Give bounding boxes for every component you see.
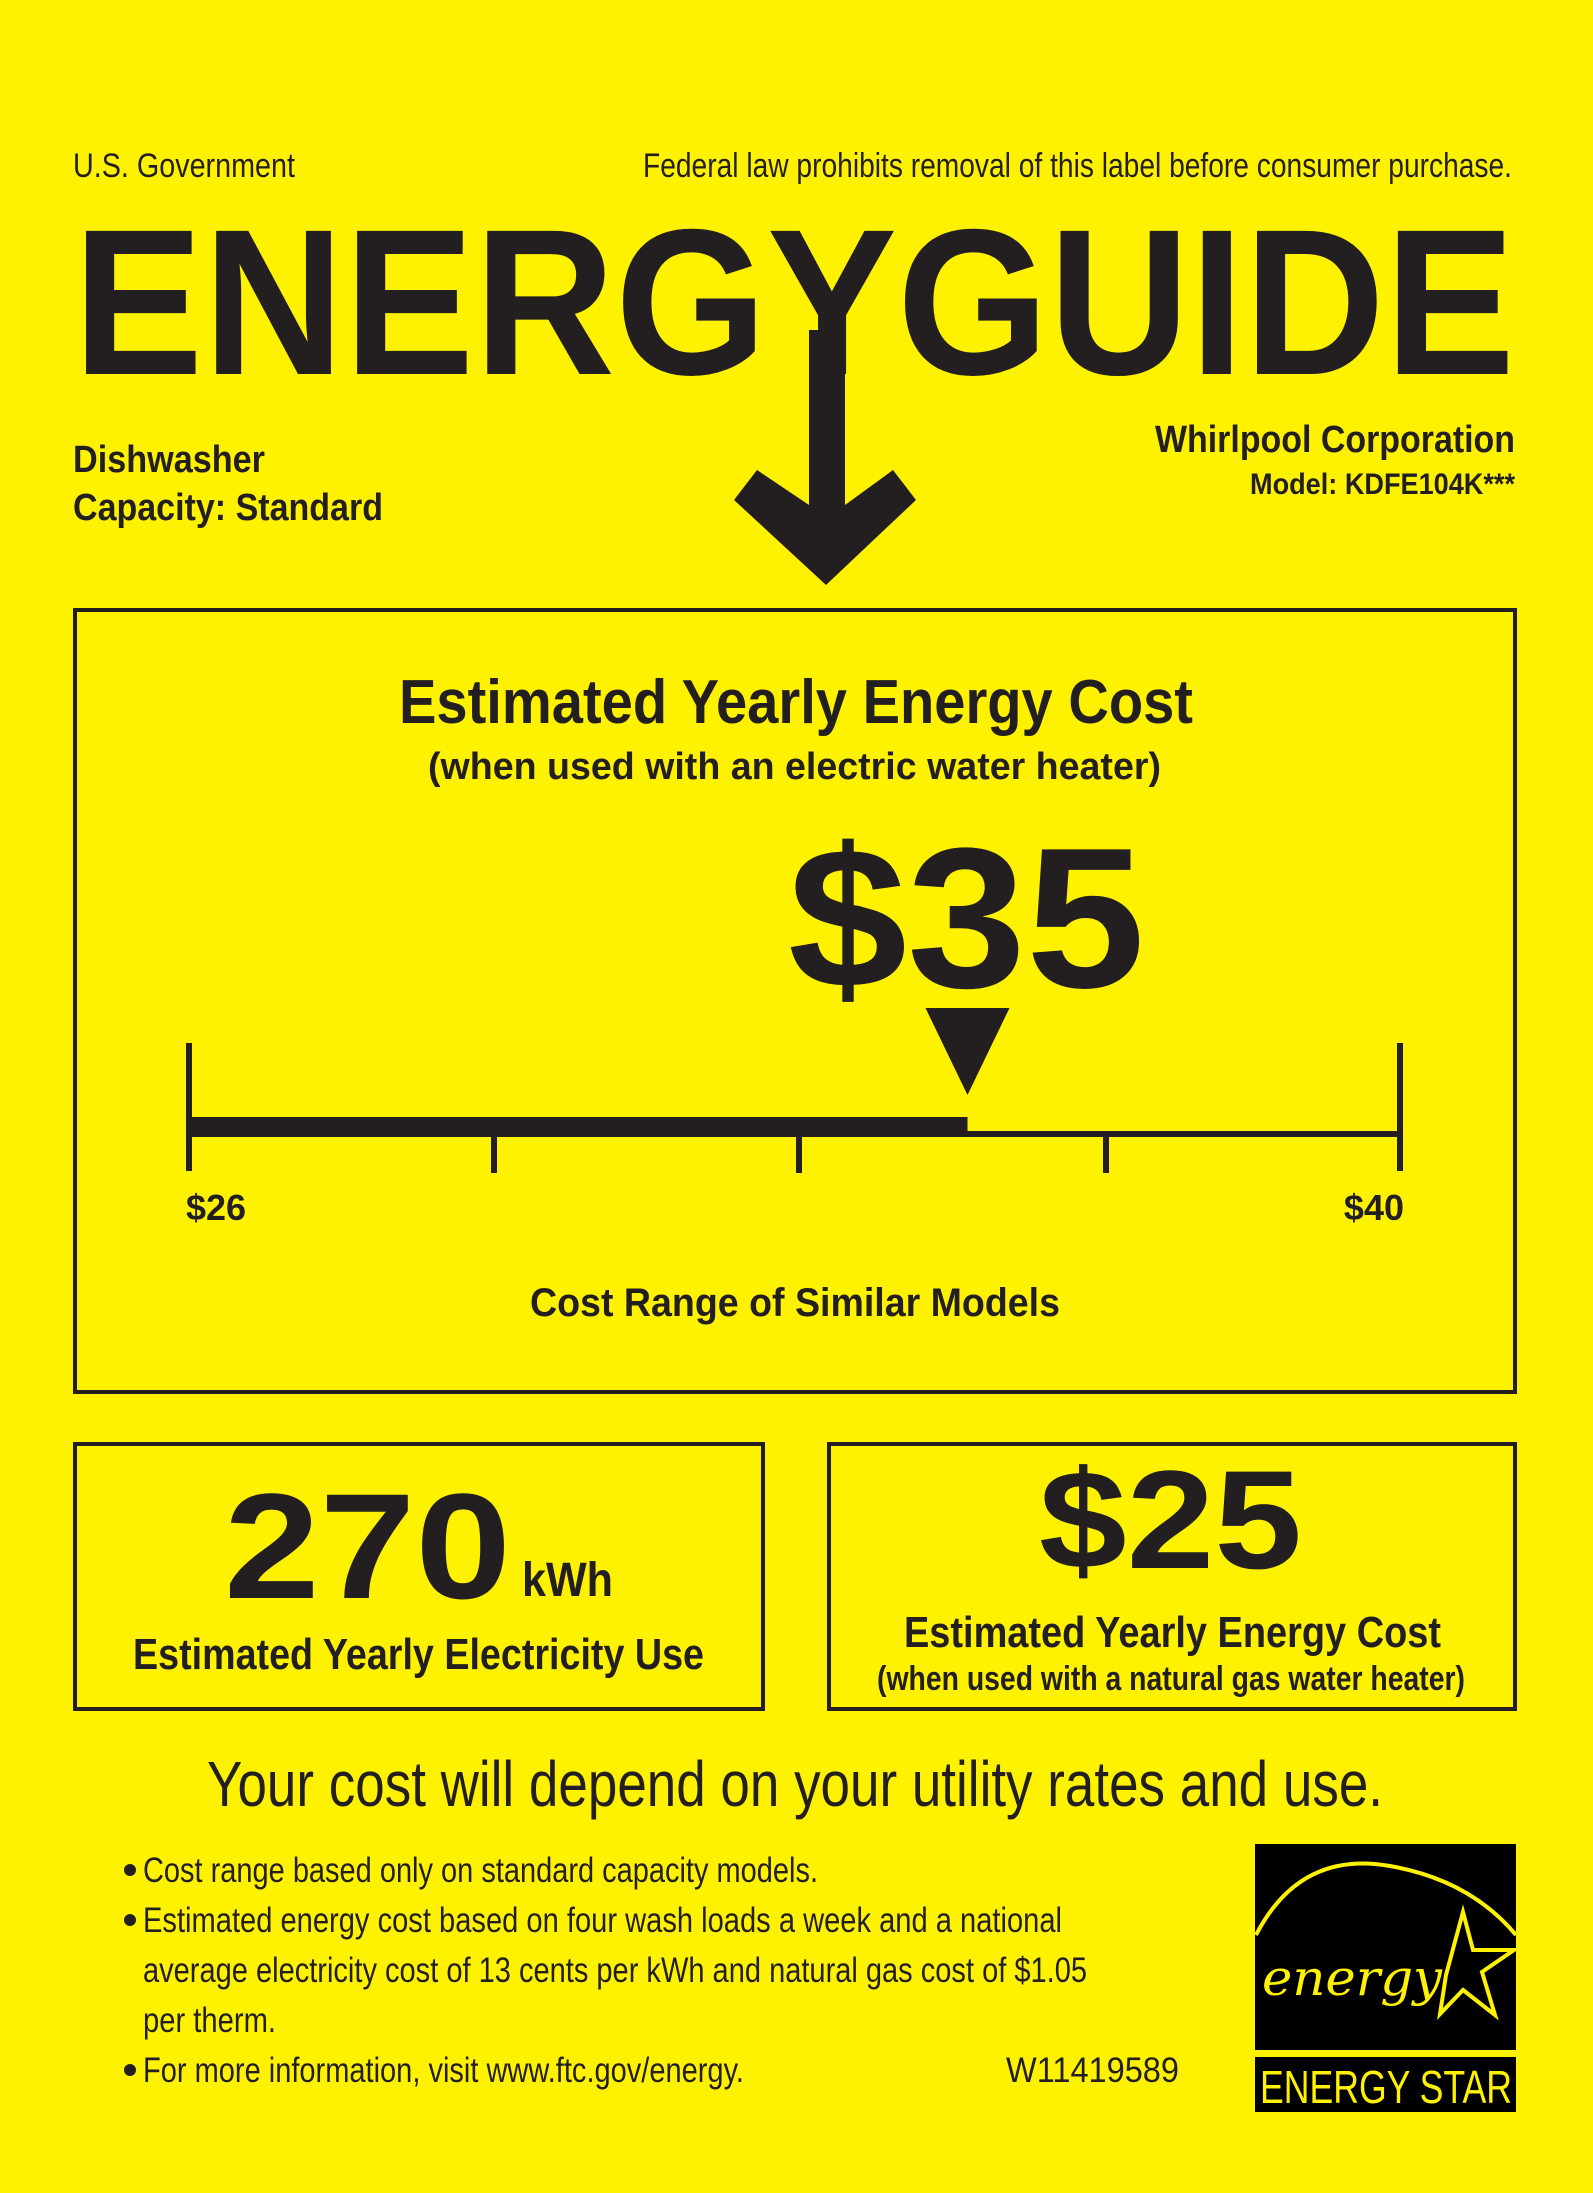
legal-notice: Federal law prohibits removal of this la…	[643, 147, 1512, 185]
scale-left-end	[186, 1043, 192, 1171]
gas-cost-value: $25	[1039, 1441, 1302, 1598]
electricity-value: 270	[224, 1462, 511, 1630]
note-item: per therm.	[143, 2001, 276, 2040]
cost-range-scale	[186, 1008, 1403, 1173]
energy-star-logo: energy ENERGY STAR	[1254, 1844, 1521, 2113]
main-cost-title: Estimated Yearly Energy Cost	[399, 668, 1193, 737]
range-max-label: $40	[1344, 1187, 1404, 1228]
capacity: Capacity: Standard	[73, 487, 383, 529]
energy-star-arc-icon	[1254, 1861, 1518, 1937]
range-caption: Cost Range of Similar Models	[530, 1281, 1060, 1325]
scale-fill-bar	[189, 1117, 968, 1137]
scale-right-end	[1397, 1043, 1403, 1171]
bullet-icon	[124, 2064, 136, 2076]
gas-cost-sublabel: (when used with a natural gas water heat…	[877, 1660, 1465, 1698]
government-text: U.S. Government	[73, 147, 295, 185]
main-cost-box	[73, 608, 1517, 1394]
electricity-box	[73, 1442, 765, 1711]
energy-star-text: ENERGY STAR	[1260, 2061, 1512, 2113]
gas-cost-label: Estimated Yearly Energy Cost	[904, 1608, 1441, 1657]
scale-tick	[1103, 1137, 1109, 1173]
bullet-icon	[124, 1914, 136, 1926]
down-arrow-icon	[734, 330, 916, 585]
scale-tick	[491, 1137, 497, 1173]
energy-script: energy	[1262, 1949, 1443, 2007]
bullet-icon	[124, 1864, 136, 1876]
product-type: Dishwasher	[73, 439, 265, 481]
main-cost-subtitle: (when used with an electric water heater…	[428, 746, 1161, 788]
note-item: For more information, visit www.ftc.gov/…	[143, 2051, 744, 2090]
star-icon	[1437, 1904, 1521, 2021]
main-cost-value: $35	[788, 807, 1145, 1030]
note-item: Cost range based only on standard capaci…	[143, 1851, 818, 1890]
disclaimer: Your cost will depend on your utility ra…	[207, 1748, 1383, 1820]
energyguide-title: ENERGYGUIDE	[73, 187, 1515, 419]
model-number: Model: KDFE104K***	[1250, 468, 1515, 501]
note-item: Estimated energy cost based on four wash…	[143, 1901, 1062, 1940]
gas-cost-box	[827, 1442, 1517, 1711]
note-item: average electricity cost of 13 cents per…	[143, 1951, 1087, 1990]
label-code: W11419589	[1006, 2051, 1179, 2090]
range-min-label: $26	[186, 1187, 246, 1228]
scale-tick	[796, 1137, 802, 1173]
cost-pointer-triangle-icon	[925, 1008, 1010, 1095]
electricity-unit: kWh	[522, 1554, 613, 1607]
manufacturer: Whirlpool Corporation	[1155, 419, 1515, 461]
electricity-label: Estimated Yearly Electricity Use	[133, 1630, 704, 1679]
